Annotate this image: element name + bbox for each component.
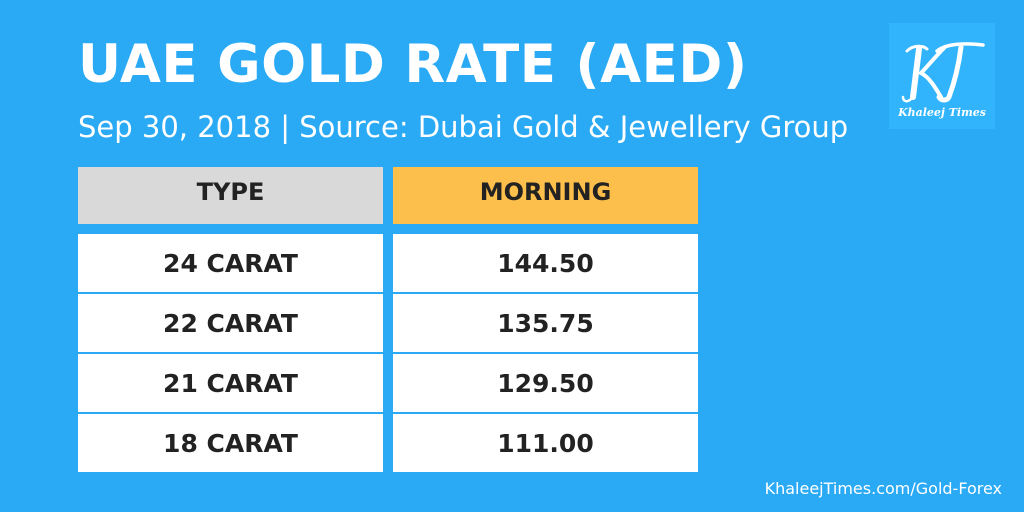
- table-cell-morning: 135.75: [393, 294, 698, 352]
- column-header-type: TYPE: [78, 167, 383, 224]
- column-header-morning: MORNING: [393, 167, 698, 224]
- table-cell-type: 22 CARAT: [78, 294, 383, 352]
- table-cell-type: 21 CARAT: [78, 354, 383, 412]
- table-cell-morning: 129.50: [393, 354, 698, 412]
- table-cell-type: 24 CARAT: [78, 234, 383, 292]
- table-cell-morning: 111.00: [393, 414, 698, 472]
- page-subtitle: Sep 30, 2018 | Source: Dubai Gold & Jewe…: [78, 110, 849, 144]
- page-title: UAE GOLD RATE (AED): [78, 34, 748, 95]
- khaleej-times-logo-icon: Khaleej Times: [889, 23, 995, 129]
- table-cell-type: 18 CARAT: [78, 414, 383, 472]
- source-link[interactable]: KhaleejTimes.com/Gold-Forex: [764, 479, 1002, 498]
- table-cell-morning: 144.50: [393, 234, 698, 292]
- logo-wordmark: Khaleej Times: [897, 106, 986, 119]
